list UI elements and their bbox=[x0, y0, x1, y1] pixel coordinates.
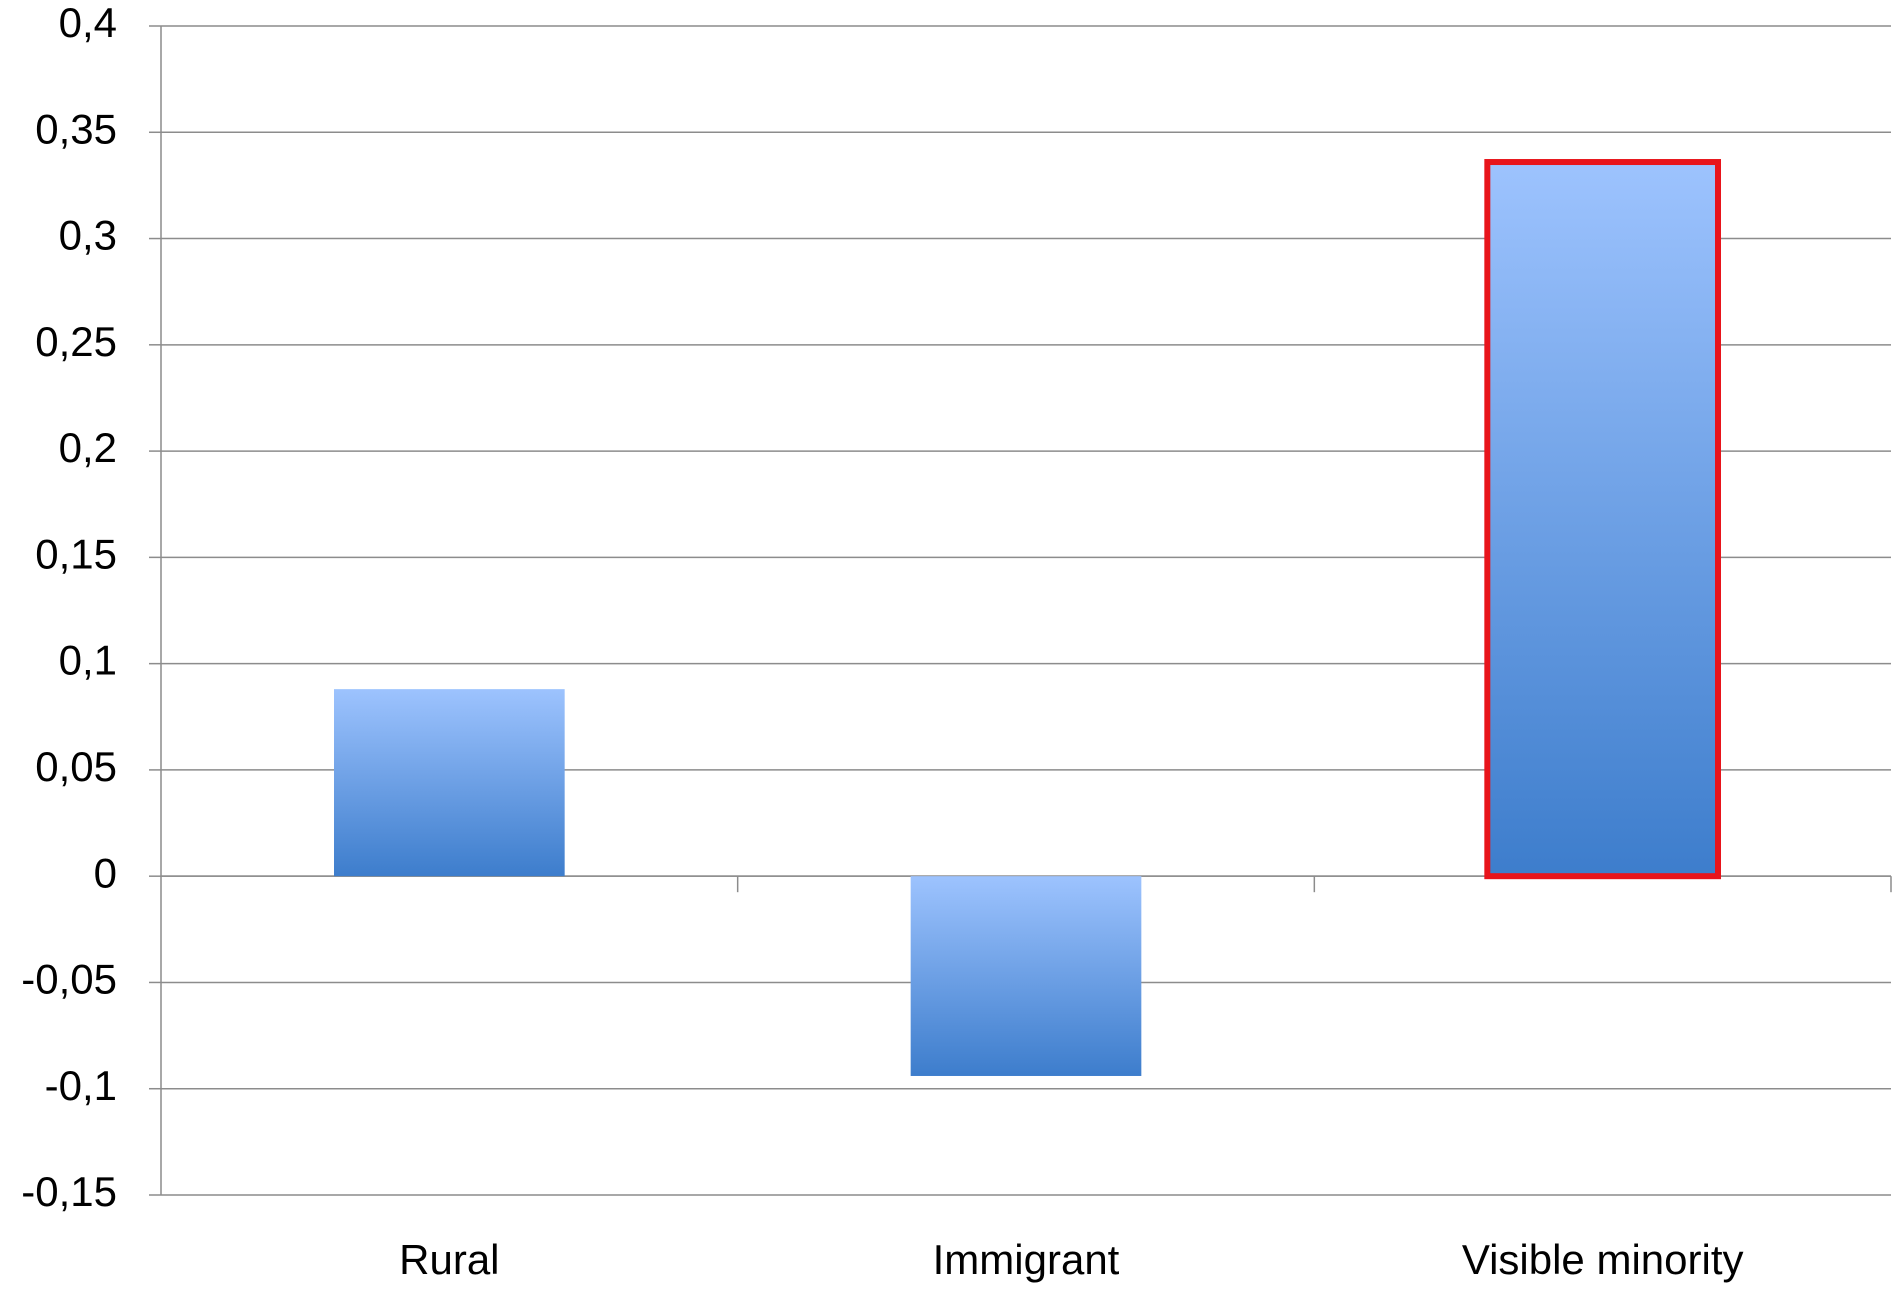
y-tick-label: -0,1 bbox=[45, 1062, 117, 1109]
x-tick-label: Visible minority bbox=[1462, 1236, 1744, 1283]
y-tick-label: -0,15 bbox=[21, 1168, 117, 1215]
y-tick-label: 0,3 bbox=[59, 212, 117, 259]
bar bbox=[1484, 159, 1722, 880]
y-tick-label: 0 bbox=[94, 849, 117, 896]
x-tick-label: Rural bbox=[399, 1236, 499, 1283]
bar bbox=[910, 876, 1142, 1076]
y-tick-label: 0,25 bbox=[35, 318, 117, 365]
y-tick-label: 0,15 bbox=[35, 530, 117, 577]
y-tick-label: 0,35 bbox=[35, 105, 117, 152]
x-tick-label: Immigrant bbox=[933, 1236, 1120, 1283]
y-tick-label: 0,2 bbox=[59, 424, 117, 471]
bar bbox=[334, 689, 565, 877]
y-tick-label: -0,05 bbox=[21, 956, 117, 1003]
y-tick-label: 0,05 bbox=[35, 743, 117, 790]
y-tick-label: 0,4 bbox=[59, 0, 117, 46]
y-tick-label: 0,1 bbox=[59, 637, 117, 684]
